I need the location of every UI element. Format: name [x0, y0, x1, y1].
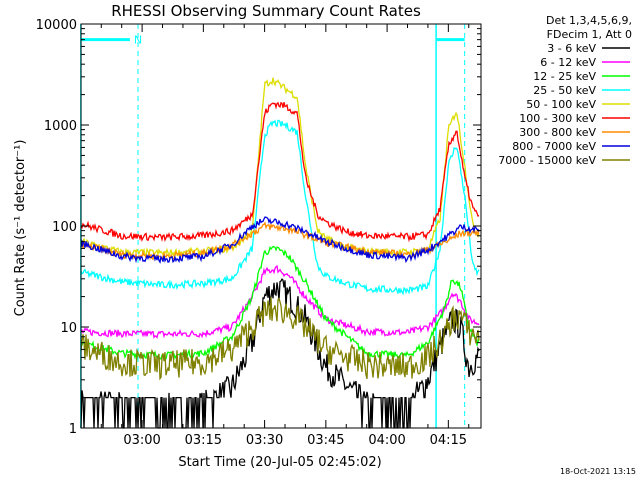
y-tick-label-0: 1 — [69, 422, 77, 437]
legend-label-4: 50 - 100 keV — [526, 98, 596, 111]
legend-label-7: 800 - 7000 keV — [512, 140, 596, 153]
y-tick-label-3: 1000 — [44, 119, 77, 134]
y-tick-label-1: 10 — [60, 321, 77, 336]
y-tick-label-4: 10000 — [36, 18, 77, 33]
series-line-0 — [80, 278, 480, 429]
series-line-3 — [80, 119, 480, 296]
chart-title: RHESSI Observing Summary Count Rates — [111, 2, 421, 20]
legend-label-5: 100 - 300 keV — [519, 112, 596, 125]
series-line-5 — [80, 101, 480, 243]
x-tick-label-0: 03:00 — [123, 433, 160, 448]
x-tick-label-2: 03:30 — [246, 433, 283, 448]
legend-label-6: 300 - 800 keV — [519, 126, 596, 139]
x-tick-label-1: 03:15 — [185, 433, 222, 448]
axes-group: 03:00 03:15 03:30 03:45 04:00 04:15 1 10 100 1000… — [36, 18, 481, 448]
legend-header-2: FDecim 1, Att 0 — [547, 28, 632, 41]
x-tick-label-4: 04:00 — [368, 433, 405, 448]
legend-label-1: 6 - 12 keV — [540, 56, 596, 69]
x-tick-label-5: 04:15 — [430, 433, 467, 448]
legend-label-8: 7000 - 15000 keV — [498, 154, 596, 167]
marker-label-0: N — [134, 34, 142, 47]
legend-label-0: 3 - 6 keV — [547, 42, 596, 55]
series-line-7 — [80, 216, 480, 264]
legend-label-2: 12 - 25 keV — [533, 70, 596, 83]
legend-header-1: Det 1,3,4,5,6,9, — [546, 14, 632, 27]
series-line-1 — [80, 265, 480, 339]
y-axis-label: Count Rate (s⁻¹ detector⁻¹) — [13, 140, 28, 317]
x-axis-label: Start Time (20-Jul-05 02:45:02) — [178, 455, 381, 470]
legend-label-3: 25 - 50 keV — [533, 84, 596, 97]
series-line-8 — [80, 297, 480, 381]
series-group — [80, 77, 480, 429]
footer-timestamp: 18-Oct-2021 13:15 — [560, 467, 636, 476]
y-tick-label-2: 100 — [52, 220, 77, 235]
x-tick-label-3: 03:45 — [307, 433, 344, 448]
